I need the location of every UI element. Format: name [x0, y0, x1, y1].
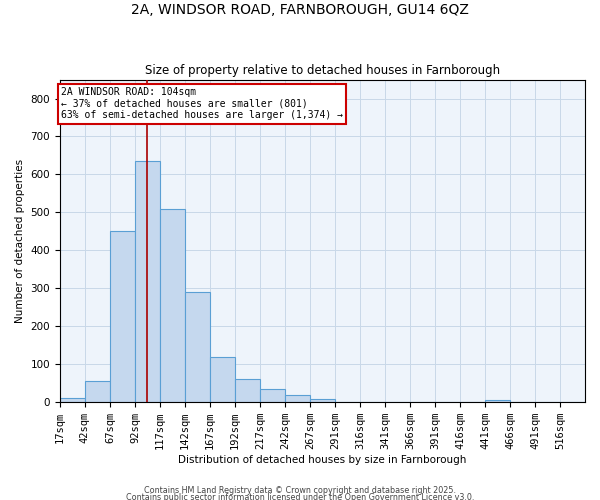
Bar	[235, 378, 260, 402]
Bar	[135, 161, 160, 402]
Text: 2A, WINDSOR ROAD, FARNBOROUGH, GU14 6QZ: 2A, WINDSOR ROAD, FARNBOROUGH, GU14 6QZ	[131, 2, 469, 16]
Bar	[485, 400, 510, 402]
Text: 2A WINDSOR ROAD: 104sqm
← 37% of detached houses are smaller (801)
63% of semi-d: 2A WINDSOR ROAD: 104sqm ← 37% of detache…	[61, 87, 343, 120]
Bar	[160, 208, 185, 402]
Bar	[310, 399, 335, 402]
Title: Size of property relative to detached houses in Farnborough: Size of property relative to detached ho…	[145, 64, 500, 77]
Bar	[85, 380, 110, 402]
Bar	[210, 356, 235, 402]
Bar	[110, 232, 134, 402]
Bar	[260, 389, 284, 402]
X-axis label: Distribution of detached houses by size in Farnborough: Distribution of detached houses by size …	[178, 455, 467, 465]
Bar	[60, 398, 85, 402]
Text: Contains public sector information licensed under the Open Government Licence v3: Contains public sector information licen…	[126, 494, 474, 500]
Bar	[185, 292, 209, 402]
Bar	[285, 394, 310, 402]
Y-axis label: Number of detached properties: Number of detached properties	[15, 159, 25, 323]
Text: Contains HM Land Registry data © Crown copyright and database right 2025.: Contains HM Land Registry data © Crown c…	[144, 486, 456, 495]
